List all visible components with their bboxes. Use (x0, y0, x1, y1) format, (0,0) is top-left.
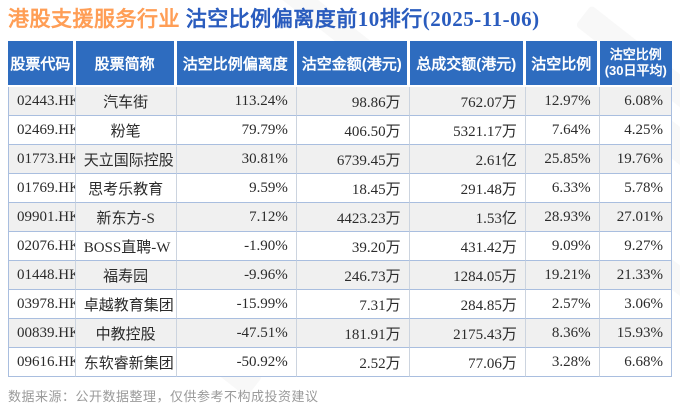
short-ratio-30d-cell: 4.25% (599, 116, 672, 145)
short-ratio-cell: 28.93% (525, 203, 600, 232)
short-amount-cell: 406.50万 (296, 116, 410, 145)
turnover-cell: 431.42万 (409, 232, 526, 261)
stock-name-cell: 粉笔 (75, 116, 177, 145)
header-stock-name: 股票简称 (75, 41, 177, 87)
short-amount-cell: 181.91万 (296, 319, 410, 348)
page-title: 港股支援服务行业 沽空比例偏离度前10排行(2025-11-06) (8, 6, 672, 32)
stock-name-cell: 汽车街 (75, 87, 177, 116)
table-row: 09901.HK 新东方-S 7.12% 4423.23万 1.53亿 28.93% 27.… (8, 203, 672, 232)
short-amount-cell: 39.20万 (296, 232, 410, 261)
stock-code-cell: 00839.HK (8, 319, 76, 348)
header-short-ratio: 沽空比例 (525, 41, 600, 87)
header-stock-code: 股票代码 (8, 41, 76, 87)
table-row: 03978.HK 卓越教育集团 -15.99% 7.31万 284.85万 2.57% 3.… (8, 290, 672, 319)
data-source-note: 数据来源：公开数据整理，仅供参考不构成投资建议 (8, 389, 319, 404)
deviation-cell: 7.12% (176, 203, 297, 232)
stock-name-cell: 新东方-S (75, 203, 177, 232)
short-amount-cell: 18.45万 (296, 174, 410, 203)
deviation-cell: -1.90% (176, 232, 297, 261)
deviation-cell: 113.24% (176, 87, 297, 116)
table-row: 01448.HK 福寿园 -9.96% 246.73万 1284.05万 19.21% 21… (8, 261, 672, 290)
turnover-cell: 77.06万 (409, 348, 526, 377)
table-row: 02076.HK BOSS直聘-W -1.90% 39.20万 431.42万 9.09%… (8, 232, 672, 261)
short-amount-cell: 6739.45万 (296, 145, 410, 174)
stock-code-cell: 02076.HK (8, 232, 76, 261)
short-ratio-cell: 9.09% (525, 232, 600, 261)
deviation-cell: -47.51% (176, 319, 297, 348)
stock-code-cell: 01769.HK (8, 174, 76, 203)
table-header-row: 股票代码 股票简称 沽空比例偏离度 沽空金额(港元) 总成交额(港元) 沽空比例… (8, 41, 672, 87)
stock-name-cell: 天立国际控股 (75, 145, 177, 174)
turnover-cell: 2175.43万 (409, 319, 526, 348)
short-amount-cell: 7.31万 (296, 290, 410, 319)
short-ratio-cell: 8.36% (525, 319, 600, 348)
short-ratio-cell: 25.85% (525, 145, 600, 174)
short-amount-cell: 4423.23万 (296, 203, 410, 232)
ranking-table: 股票代码 股票简称 沽空比例偏离度 沽空金额(港元) 总成交额(港元) 沽空比例… (8, 41, 672, 377)
short-ratio-cell: 19.21% (525, 261, 600, 290)
stock-name-cell: 中教控股 (75, 319, 177, 348)
stock-code-cell: 01773.HK (8, 145, 76, 174)
short-amount-cell: 246.73万 (296, 261, 410, 290)
short-ratio-30d-cell: 5.78% (599, 174, 672, 203)
deviation-cell: -9.96% (176, 261, 297, 290)
header-short-ratio-30d-line2: (30日平均) (604, 63, 667, 78)
stock-code-cell: 02443.HK (8, 87, 76, 116)
short-ratio-30d-cell: 19.76% (599, 145, 672, 174)
header-short-ratio-30d-line1: 沽空比例 (609, 47, 662, 62)
table-row: 00839.HK 中教控股 -47.51% 181.91万 2175.43万 8.36% 1… (8, 319, 672, 348)
short-ratio-30d-cell: 9.27% (599, 232, 672, 261)
short-ratio-30d-cell: 21.33% (599, 261, 672, 290)
deviation-cell: 30.81% (176, 145, 297, 174)
deviation-cell: -15.99% (176, 290, 297, 319)
stock-code-cell: 01448.HK (8, 261, 76, 290)
short-ratio-cell: 6.33% (525, 174, 600, 203)
title-ranking: 沽空比例偏离度前10排行(2025-11-06) (185, 7, 540, 31)
deviation-cell: 9.59% (176, 174, 297, 203)
stock-code-cell: 03978.HK (8, 290, 76, 319)
short-ratio-cell: 7.64% (525, 116, 600, 145)
stock-code-cell: 09901.HK (8, 203, 76, 232)
table-row: 09616.HK 东软睿新集团 -50.92% 2.52万 77.06万 3.28% 6.6… (8, 348, 672, 377)
short-ratio-30d-cell: 6.08% (599, 87, 672, 116)
short-ratio-cell: 12.97% (525, 87, 600, 116)
short-ratio-cell: 3.28% (525, 348, 600, 377)
stock-code-cell: 02469.HK (8, 116, 76, 145)
table-body: 02443.HK 汽车街 113.24% 98.86万 762.07万 12.97% 6.0… (8, 87, 672, 377)
table-row: 01773.HK 天立国际控股 30.81% 6739.45万 2.61亿 25.85% 1… (8, 145, 672, 174)
short-ratio-30d-cell: 15.93% (599, 319, 672, 348)
short-ratio-cell: 2.57% (525, 290, 600, 319)
turnover-cell: 2.61亿 (409, 145, 526, 174)
table-row: 01769.HK 思考乐教育 9.59% 18.45万 291.48万 6.33% 5.78… (8, 174, 672, 203)
table-row: 02469.HK 粉笔 79.79% 406.50万 5321.17万 7.64% 4.25… (8, 116, 672, 145)
title-industry: 港股支援服务行业 (8, 7, 180, 31)
header-short-ratio-30d: 沽空比例 (30日平均) (599, 41, 672, 87)
short-amount-cell: 2.52万 (296, 348, 410, 377)
stock-code-cell: 09616.HK (8, 348, 76, 377)
stock-name-cell: 卓越教育集团 (75, 290, 177, 319)
stock-name-cell: 思考乐教育 (75, 174, 177, 203)
deviation-cell: 79.79% (176, 116, 297, 145)
turnover-cell: 5321.17万 (409, 116, 526, 145)
stock-name-cell: 福寿园 (75, 261, 177, 290)
turnover-cell: 1.53亿 (409, 203, 526, 232)
short-ratio-30d-cell: 6.68% (599, 348, 672, 377)
turnover-cell: 1284.05万 (409, 261, 526, 290)
header-deviation: 沽空比例偏离度 (176, 41, 297, 87)
turnover-cell: 284.85万 (409, 290, 526, 319)
header-short-amount: 沽空金额(港元) (296, 41, 410, 87)
header-turnover: 总成交额(港元) (409, 41, 526, 87)
table-row: 02443.HK 汽车街 113.24% 98.86万 762.07万 12.97% 6.0… (8, 87, 672, 116)
turnover-cell: 291.48万 (409, 174, 526, 203)
deviation-cell: -50.92% (176, 348, 297, 377)
short-ratio-30d-cell: 27.01% (599, 203, 672, 232)
short-amount-cell: 98.86万 (296, 87, 410, 116)
stock-name-cell: 东软睿新集团 (75, 348, 177, 377)
short-ratio-30d-cell: 3.06% (599, 290, 672, 319)
turnover-cell: 762.07万 (409, 87, 526, 116)
stock-name-cell: BOSS直聘-W (75, 232, 177, 261)
